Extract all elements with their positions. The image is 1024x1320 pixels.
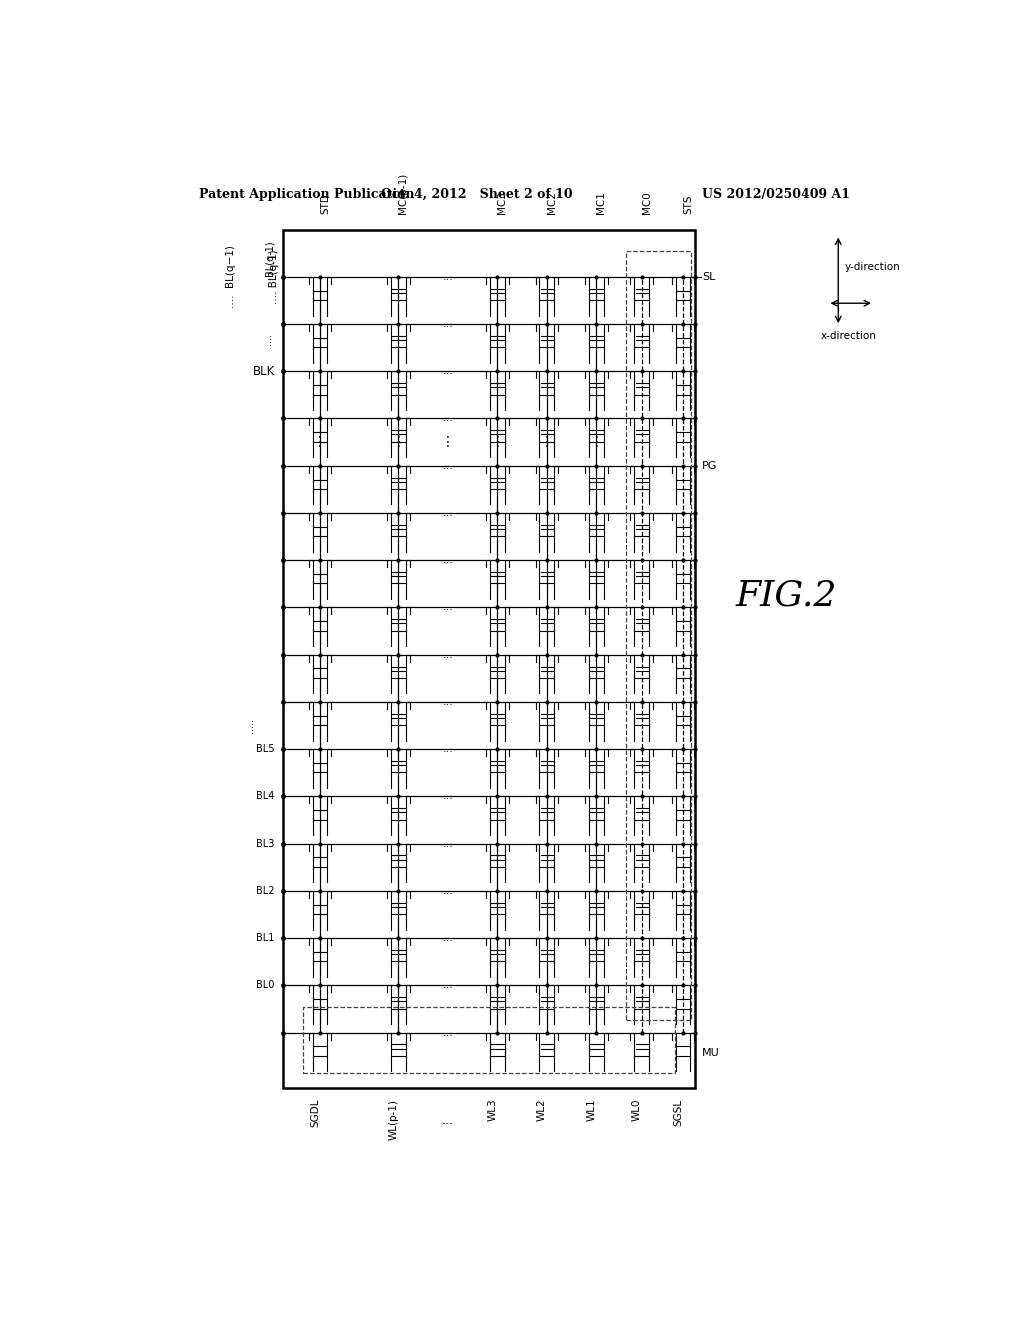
Text: BL0: BL0 xyxy=(256,981,274,990)
Text: ....  BL(q−1): .... BL(q−1) xyxy=(226,246,237,309)
Text: ⋮: ⋮ xyxy=(391,436,406,449)
Text: ...: ... xyxy=(442,981,454,990)
Text: ...: ... xyxy=(442,838,454,849)
Text: ⋮: ⋮ xyxy=(540,436,554,449)
Text: MU: MU xyxy=(701,1048,720,1057)
Text: MC0: MC0 xyxy=(642,191,652,214)
Text: SL: SL xyxy=(701,272,715,281)
Text: WL0: WL0 xyxy=(632,1098,642,1121)
Text: ...: ... xyxy=(442,1027,454,1038)
Text: BL1: BL1 xyxy=(256,933,274,942)
Text: BL2: BL2 xyxy=(256,886,274,896)
Text: ⋮: ⋮ xyxy=(490,436,504,449)
Text: ...: ... xyxy=(442,556,454,565)
Text: x-direction: x-direction xyxy=(821,331,877,341)
Text: MC(p-1): MC(p-1) xyxy=(398,173,409,214)
Text: SGDL: SGDL xyxy=(310,1098,319,1127)
Text: ...: ... xyxy=(442,886,454,896)
Text: MC3: MC3 xyxy=(498,191,507,214)
Text: ...: ... xyxy=(442,649,454,660)
Text: MC1: MC1 xyxy=(596,191,606,214)
Text: BL4: BL4 xyxy=(256,792,274,801)
Text: ...: ... xyxy=(442,461,454,471)
Text: US 2012/0250409 A1: US 2012/0250409 A1 xyxy=(702,187,850,201)
Text: SGSL: SGSL xyxy=(673,1098,683,1126)
Text: ...: ... xyxy=(442,697,454,708)
Text: BL3: BL3 xyxy=(256,838,274,849)
Text: .... BL(q-1): .... BL(q-1) xyxy=(268,249,279,304)
Text: ⋮: ⋮ xyxy=(313,436,327,449)
Text: ...: ... xyxy=(441,1114,454,1127)
Text: STS: STS xyxy=(683,195,693,214)
Text: PG: PG xyxy=(701,461,717,471)
Text: ⋮: ⋮ xyxy=(441,436,455,449)
Text: WL1: WL1 xyxy=(587,1098,596,1121)
Text: ...: ... xyxy=(442,744,454,754)
Text: FIG.2: FIG.2 xyxy=(736,578,838,612)
Text: .....: ..... xyxy=(245,718,255,733)
Bar xyxy=(626,251,691,1020)
Bar xyxy=(283,230,695,1089)
Text: Patent Application Publication: Patent Application Publication xyxy=(200,187,415,201)
Text: ...: ... xyxy=(442,933,454,942)
Text: ⋮: ⋮ xyxy=(590,436,603,449)
Text: BLK: BLK xyxy=(253,364,274,378)
Text: y-direction: y-direction xyxy=(845,261,900,272)
Text: ...: ... xyxy=(442,508,454,517)
Bar xyxy=(303,1007,675,1073)
Text: ...: ... xyxy=(442,602,454,612)
Text: BL5: BL5 xyxy=(256,744,274,754)
Text: MC2: MC2 xyxy=(547,191,557,214)
Text: ....: .... xyxy=(263,333,273,345)
Text: ...: ... xyxy=(442,366,454,376)
Text: STD: STD xyxy=(319,194,330,214)
Text: ...: ... xyxy=(442,319,454,329)
Text: BL(q-1): BL(q-1) xyxy=(265,240,274,276)
Text: ...: ... xyxy=(442,413,454,424)
Text: ...: ... xyxy=(442,792,454,801)
Text: ...: ... xyxy=(442,272,454,281)
Text: WL(p-1): WL(p-1) xyxy=(388,1098,398,1139)
Text: Oct. 4, 2012   Sheet 2 of 10: Oct. 4, 2012 Sheet 2 of 10 xyxy=(381,187,573,201)
Text: WL3: WL3 xyxy=(487,1098,498,1121)
Text: WL2: WL2 xyxy=(537,1098,547,1121)
